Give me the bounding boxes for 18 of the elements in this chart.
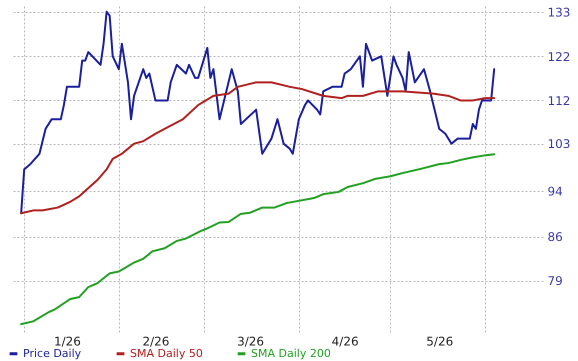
x-tick-label: 2/26: [142, 334, 170, 348]
legend-label: SMA Daily 50: [130, 346, 203, 360]
y-tick-label: 133: [548, 5, 570, 20]
y-tick-label: 103: [548, 137, 570, 152]
x-tick-label: 5/26: [426, 334, 454, 348]
line-series: [20, 10, 496, 214]
y-tick-label: 112: [548, 94, 570, 108]
x-tick-label: 3/26: [237, 334, 264, 348]
x-tick-label: 4/26: [332, 334, 359, 348]
line-series: [20, 153, 496, 326]
line-series: [20, 81, 496, 214]
y-tick-label: 122: [548, 50, 570, 64]
legend-label: Price Daily: [23, 346, 82, 360]
x-tick-label: 1/26: [54, 334, 81, 348]
y-tick-label: 86: [548, 230, 563, 244]
legend-label: SMA Daily 200: [251, 346, 331, 360]
y-tick-label: 79: [548, 274, 563, 288]
y-tick-label: 94: [548, 184, 563, 198]
